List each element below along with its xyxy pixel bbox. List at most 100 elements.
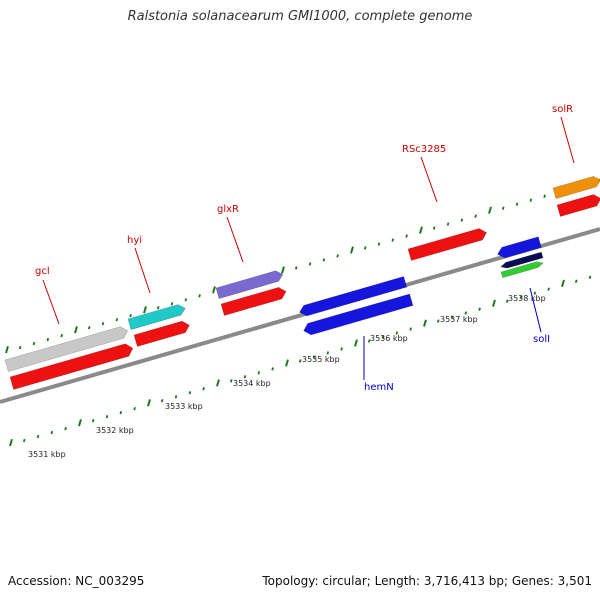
gene-label-hyi[interactable]: hyi <box>127 235 142 246</box>
forward-tick <box>488 206 492 214</box>
reverse-tick <box>119 411 123 415</box>
scale-tick-label: 3532 kbp <box>96 426 134 435</box>
reverse-tick <box>36 434 40 439</box>
scale-tick-label: 3538 kbp <box>508 294 546 303</box>
reverse-tick <box>202 387 205 391</box>
scale-tick-label: 3531 kbp <box>28 450 66 459</box>
reverse-tick <box>326 351 330 355</box>
gene-callout-line <box>134 247 151 294</box>
scale-tick-label: 3536 kbp <box>370 334 408 343</box>
forward-tick <box>281 266 285 274</box>
forward-tick <box>419 226 423 234</box>
reverse-tick <box>492 299 496 307</box>
solI-gene-arrow <box>497 236 542 259</box>
reverse-tick <box>409 327 412 331</box>
forward-tick <box>143 306 147 314</box>
gene-callout-line <box>420 156 438 203</box>
forward-tick <box>474 214 477 218</box>
reverse-tick <box>64 426 67 431</box>
forward-tick <box>377 242 381 246</box>
forward-tick <box>74 326 78 334</box>
gene-label-rsc3285[interactable]: RSc3285 <box>402 144 446 155</box>
forward-tick <box>336 254 339 258</box>
scale-label-layer: 3531 kbp 3532 kbp 3533 kbp 3534 kbp 3535 kbp… <box>28 294 546 459</box>
gene-label-glxr[interactable]: glxR <box>217 204 239 215</box>
solI-cds-a-arrow <box>500 251 544 269</box>
reverse-tick <box>354 339 358 347</box>
forward-tick <box>198 294 201 298</box>
reverse-tick <box>174 395 178 399</box>
reverse-tick <box>243 375 247 379</box>
reverse-tick <box>216 379 220 387</box>
forward-tick <box>363 246 367 250</box>
gene-callout-line <box>42 279 60 325</box>
reverse-tick <box>257 371 261 375</box>
forward-tick <box>515 202 519 206</box>
reverse-tick <box>423 319 427 327</box>
gene-label-gcl[interactable]: gcl <box>35 266 50 277</box>
gene-callout-line <box>560 116 575 164</box>
glxR-cds-arrow <box>220 287 287 316</box>
gene-label-soli[interactable]: solI <box>533 334 550 345</box>
reverse-tick <box>547 287 550 291</box>
forward-tick <box>308 262 312 266</box>
reverse-tick <box>561 279 565 287</box>
reverse-tick <box>588 275 592 279</box>
forward-tick <box>5 345 9 354</box>
forward-tick <box>322 258 326 262</box>
reverse-tick <box>22 438 26 443</box>
genome-summary-text: Topology: circular; Length: 3,716,413 bp… <box>262 574 592 588</box>
reverse-tick <box>367 339 371 343</box>
reverse-tick <box>505 299 509 303</box>
reverse-tick <box>298 359 302 363</box>
forward-tick <box>446 222 450 226</box>
forward-tick <box>405 234 408 238</box>
reverse-tick <box>188 391 192 395</box>
gene-callout-line <box>226 216 244 263</box>
forward-tick <box>170 302 174 306</box>
hyi-cds-arrow <box>133 320 190 347</box>
reverse-tick <box>395 331 399 335</box>
accession-text: Accession: NC_003295 <box>8 574 145 588</box>
reverse-tick <box>574 279 578 283</box>
reverse-tick <box>271 367 274 371</box>
reverse-tick <box>478 307 481 311</box>
genome-backbone <box>0 227 600 404</box>
reverse-tick <box>133 407 136 411</box>
reverse-tick <box>9 438 13 447</box>
scale-tick-label: 3535 kbp <box>302 355 340 364</box>
scale-tick-label: 3533 kbp <box>165 402 203 411</box>
hemN-gene-arrow <box>299 276 408 317</box>
reverse-tick <box>50 430 54 435</box>
feature-layer <box>4 176 600 390</box>
gene-label-solr[interactable]: solR <box>552 104 573 115</box>
solR-gene-arrow <box>552 176 600 199</box>
forward-tick <box>101 321 105 326</box>
hyi-gene-arrow <box>127 304 186 330</box>
solR-cds-arrow <box>556 194 600 217</box>
reverse-tick <box>105 414 109 419</box>
reverse-tick <box>464 311 468 315</box>
forward-tick <box>543 194 546 198</box>
gene-label-hemn[interactable]: hemN <box>364 382 394 393</box>
gcl-cds-arrow <box>9 343 134 390</box>
scale-tick-label: 3534 kbp <box>233 379 271 388</box>
reverse-tick <box>147 399 151 407</box>
forward-tick <box>87 325 91 330</box>
map-title: Ralstonia solanacearum GMI1000, complete… <box>127 9 473 24</box>
reverse-tick <box>285 359 289 367</box>
forward-tick <box>529 198 533 202</box>
forward-tick <box>18 345 22 350</box>
reverse-tick <box>78 419 82 427</box>
forward-tick <box>60 333 63 338</box>
solI-cds-b-arrow <box>500 261 544 279</box>
forward-tick <box>46 337 50 342</box>
forward-tick <box>129 314 132 318</box>
RSc3285-cds-arrow <box>407 228 487 261</box>
reverse-tick <box>381 335 385 339</box>
reverse-tick <box>436 319 440 323</box>
forward-tick-track <box>5 178 600 354</box>
forward-tick <box>294 266 298 270</box>
gene-label-layer: gcl hyi glxR RSc3285 solR hemN solI <box>35 104 575 393</box>
